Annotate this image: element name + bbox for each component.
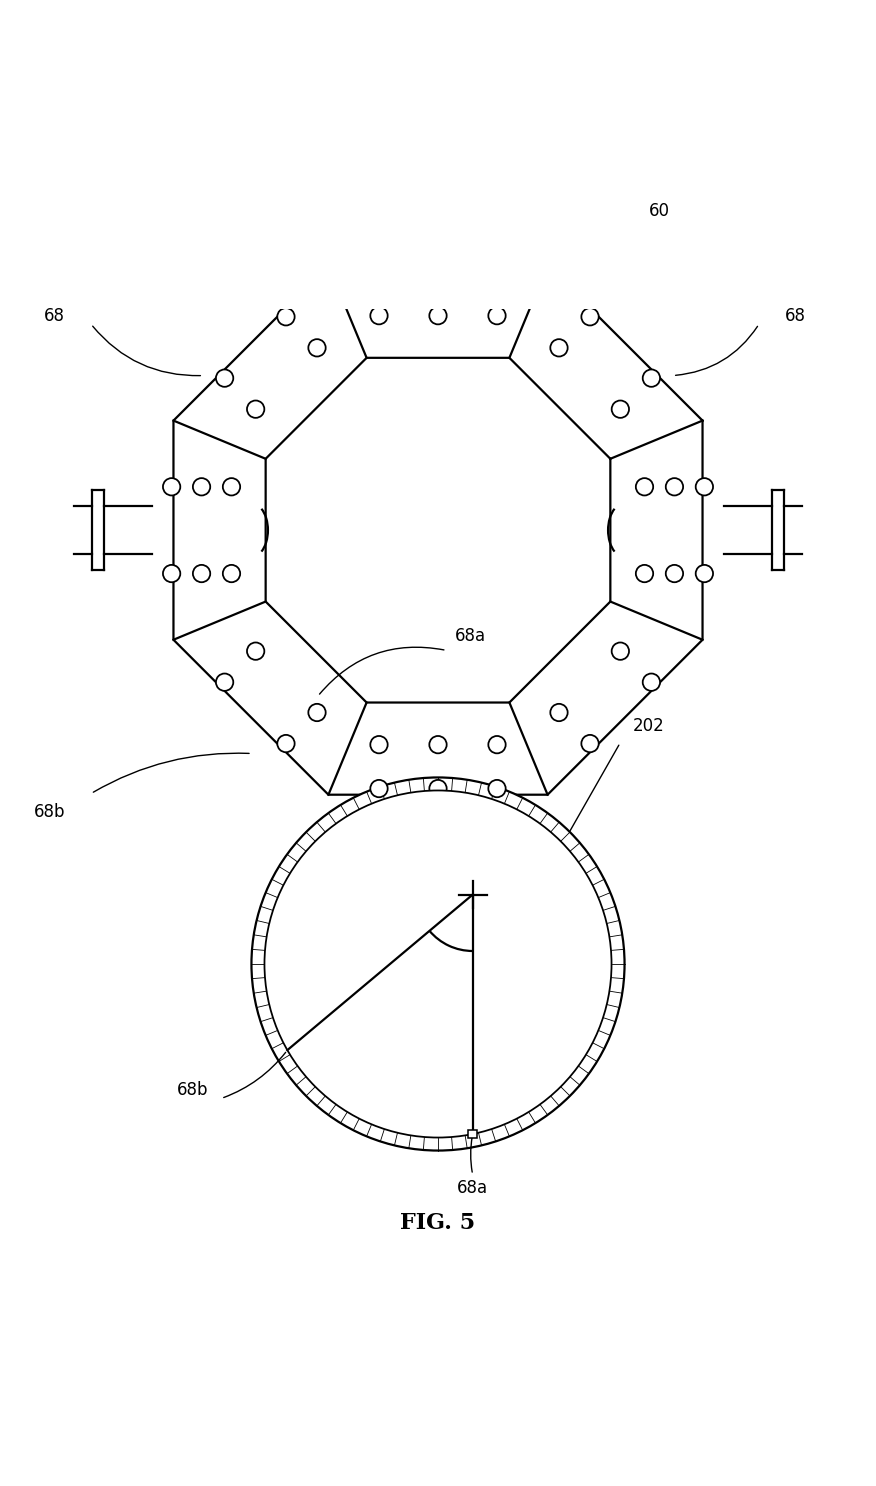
Circle shape	[696, 565, 713, 583]
Text: A: A	[435, 954, 447, 972]
Circle shape	[251, 777, 625, 1150]
Circle shape	[643, 370, 660, 388]
Circle shape	[611, 401, 629, 418]
Circle shape	[582, 309, 598, 325]
Circle shape	[223, 478, 240, 496]
Text: 68b: 68b	[177, 1080, 208, 1100]
Circle shape	[371, 308, 388, 325]
Circle shape	[308, 704, 326, 721]
Circle shape	[429, 780, 447, 798]
Text: 68a: 68a	[456, 627, 486, 645]
Circle shape	[488, 263, 505, 281]
Text: 64: 64	[520, 841, 541, 859]
Text: 68: 68	[44, 306, 65, 325]
Text: FIG. 5: FIG. 5	[400, 1211, 476, 1233]
Text: 202: 202	[633, 716, 665, 734]
Circle shape	[429, 736, 447, 753]
Text: 68b: 68b	[33, 802, 65, 820]
Circle shape	[193, 565, 210, 583]
Circle shape	[643, 673, 660, 691]
Text: FIG. 4: FIG. 4	[400, 877, 476, 899]
Circle shape	[488, 736, 505, 753]
Circle shape	[488, 780, 505, 798]
Circle shape	[611, 643, 629, 660]
Text: 68a: 68a	[457, 1178, 488, 1196]
Circle shape	[371, 263, 388, 281]
Circle shape	[636, 565, 653, 583]
Circle shape	[193, 478, 210, 496]
Circle shape	[216, 370, 233, 388]
Circle shape	[550, 339, 568, 357]
Bar	[469, 1129, 477, 1138]
Circle shape	[265, 791, 611, 1138]
Circle shape	[636, 478, 653, 496]
Circle shape	[488, 308, 505, 325]
Circle shape	[582, 736, 598, 752]
Circle shape	[550, 704, 568, 721]
Circle shape	[666, 478, 683, 496]
Circle shape	[371, 780, 388, 798]
Circle shape	[278, 736, 294, 752]
Circle shape	[216, 673, 233, 691]
Circle shape	[696, 478, 713, 496]
Circle shape	[278, 309, 294, 325]
Circle shape	[247, 643, 265, 660]
Text: 68: 68	[785, 306, 806, 325]
Text: 60: 60	[649, 202, 670, 220]
Circle shape	[308, 339, 326, 357]
Circle shape	[371, 736, 388, 753]
Circle shape	[163, 478, 180, 496]
Circle shape	[666, 565, 683, 583]
Circle shape	[429, 308, 447, 325]
Circle shape	[429, 263, 447, 281]
Circle shape	[163, 565, 180, 583]
Circle shape	[247, 401, 265, 418]
Circle shape	[223, 565, 240, 583]
